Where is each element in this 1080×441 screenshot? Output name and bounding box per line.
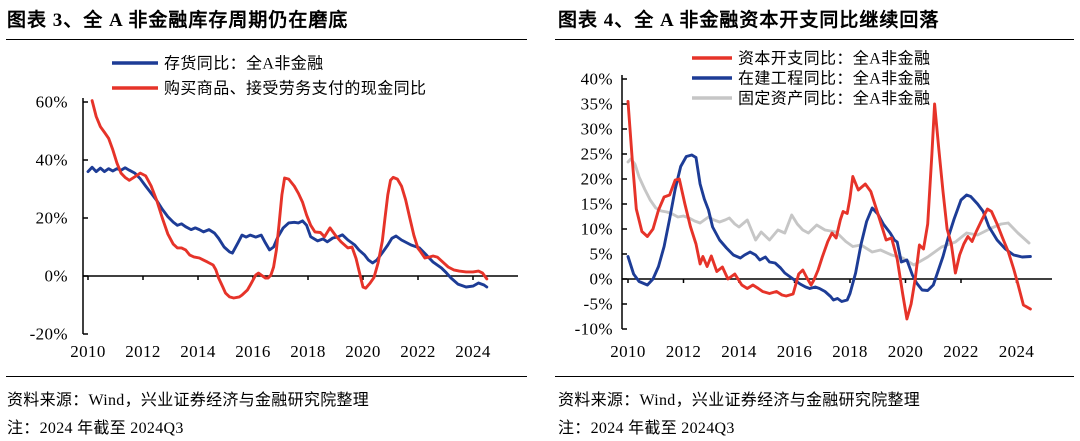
series-line-0: [626, 100, 1032, 321]
x-tick-label: 2012: [666, 342, 702, 361]
x-tick-label: 2022: [400, 342, 436, 361]
source-text: 资料来源：Wind，兴业证券经济与金融研究院整理: [558, 392, 921, 409]
x-tick-label: 2018: [832, 342, 868, 361]
x-tick-label: 2020: [888, 342, 924, 361]
x-tick-label: 2016: [235, 342, 271, 361]
y-tick-label: -10%: [575, 320, 613, 339]
x-tick-label: 2010: [610, 342, 646, 361]
x-tick-label: 2018: [290, 342, 326, 361]
y-tick-label: 30%: [581, 120, 613, 139]
x-tick-label: 2022: [943, 342, 979, 361]
y-tick-label: 5%: [590, 245, 613, 264]
y-tick-label: 40%: [36, 151, 68, 170]
y-tick-label: 10%: [581, 220, 613, 239]
footer-divider: [6, 376, 527, 377]
y-tick-label: 40%: [581, 70, 613, 89]
series: [86, 99, 489, 300]
y-tick-label: 0%: [45, 267, 68, 286]
note-text: 注：2024 年截至 2024Q3: [558, 420, 735, 437]
series-line-0: [86, 165, 489, 289]
y-tick-label: 60%: [36, 93, 68, 112]
figure-title: 图表 4、全 A 非金融资本开支同比继续回落: [558, 10, 940, 31]
series-line-1: [626, 153, 1032, 303]
legend-label: 固定资产同比：全A非金融: [738, 90, 930, 108]
series: [626, 100, 1032, 321]
figure-title: 图表 3、全 A 非金融库存周期仍在磨底: [7, 10, 349, 31]
note-text: 注：2024 年截至 2024Q3: [7, 420, 184, 437]
y-tick-label: 0%: [590, 270, 613, 289]
x-tick-label: 2024: [999, 342, 1035, 361]
capex-growth-line-chart: 40% 35% 30% 25% 20% 15% 10% 5% 0% -5% -10% 2010 2012…: [575, 50, 1052, 361]
series-line-1: [90, 99, 489, 300]
x-tick-label: 2024: [455, 342, 491, 361]
title-divider: [555, 39, 1074, 40]
x-tick-label: 2014: [180, 342, 216, 361]
y-tick-label: -5%: [583, 295, 613, 314]
title-divider: [6, 39, 527, 40]
legend-label: 购买商品、接受劳务支付的现金同比: [164, 80, 426, 98]
y-tick-label: -20%: [30, 325, 68, 344]
x-tick-label: 2014: [721, 342, 757, 361]
source-text: 资料来源：Wind，兴业证券经济与金融研究院整理: [7, 392, 370, 409]
legend-label: 存货同比：全A非金融: [164, 55, 324, 73]
x-tick-label: 2012: [125, 342, 161, 361]
figure-panel-inventory: 图表 3、全 A 非金融库存周期仍在磨底 60% 40% 20% 0% -20% 2010…: [6, 10, 527, 437]
legend-label: 资本开支同比：全A非金融: [738, 50, 930, 68]
axes: 60% 40% 20% 0% -20%2010 2012 2014 2016 2018 2020 2…: [30, 93, 518, 361]
y-tick-label: 20%: [36, 209, 68, 228]
y-tick-label: 35%: [581, 95, 613, 114]
y-tick-label: 20%: [581, 170, 613, 189]
legend-label: 在建工程同比：全A非金融: [738, 70, 930, 88]
y-tick-label: 15%: [581, 195, 613, 214]
x-tick-label: 2016: [777, 342, 813, 361]
axes: 40% 35% 30% 25% 20% 15% 10% 5% 0% -5% -10% 2010 2012…: [575, 70, 1052, 361]
y-tick-label: 25%: [581, 145, 613, 164]
x-tick-label: 2010: [70, 342, 106, 361]
footer-divider: [555, 376, 1074, 377]
inventory-cycle-line-chart: 60% 40% 20% 0% -20%2010 2012 2014 2016 2018 2020 2…: [30, 55, 518, 361]
x-tick-label: 2020: [345, 342, 381, 361]
figure-panel-capex: 图表 4、全 A 非金融资本开支同比继续回落 40% 35% 30% 25% 20% 15…: [540, 0, 1080, 441]
